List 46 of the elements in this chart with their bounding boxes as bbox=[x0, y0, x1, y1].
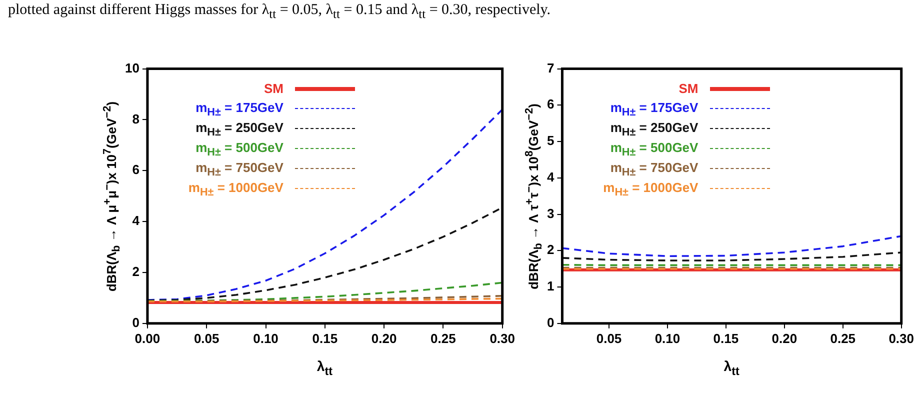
x-tick-label: 0.00 bbox=[134, 330, 160, 346]
x-tick-label: 0.10 bbox=[253, 330, 278, 346]
x-tick-label: 0.05 bbox=[194, 330, 220, 346]
text: plotted against different Higgs masses for λ$_{tt}$ = 0.05, λ$_{tt}$ = 0.15 and λ$_{tt}$ = 0.30, respectively. bbox=[8, 2, 551, 21]
y-tick-label: 4 bbox=[132, 213, 140, 228]
x-tick-label: 0.30 bbox=[490, 330, 516, 346]
y-tick-label: 1 bbox=[546, 278, 554, 294]
y-tick-label: 10 bbox=[124, 60, 140, 76]
legend-label: m$_{H±}$ = 250GeV bbox=[194, 120, 284, 138]
y-tick-label: 0 bbox=[132, 314, 140, 330]
y-tick-label: 2 bbox=[546, 242, 554, 258]
legend-label: SM bbox=[262, 81, 284, 96]
x-tick-label: 0.20 bbox=[772, 330, 798, 346]
y-tick-label: 4 bbox=[546, 169, 555, 184]
line-series bbox=[562, 252, 902, 262]
line-series bbox=[147, 206, 502, 302]
x-axis-title: λ$_{tt}$ bbox=[316, 358, 332, 378]
legend-label: m$_{H±}$ = 500GeV bbox=[194, 140, 284, 158]
legend-label: m$_{H±}$ = 1000GeV bbox=[602, 180, 700, 198]
legend-label: m$_{H±}$ = 750GeV bbox=[609, 160, 700, 178]
y-tick-label: 8 bbox=[132, 111, 140, 126]
legend-label: m$_{H±}$ = 250GeV bbox=[609, 120, 700, 138]
x-tick-label: 0.30 bbox=[888, 330, 914, 346]
legend-label: m$_{H±}$ = 500GeV bbox=[609, 140, 700, 158]
x-tick-label: 0.15 bbox=[713, 330, 739, 346]
y-tick-label: 5 bbox=[546, 133, 554, 148]
legend-label: m$_{H±}$ = 1000GeV bbox=[187, 180, 284, 198]
y-tick-label: 0 bbox=[546, 314, 554, 330]
y-tick-label: 2 bbox=[132, 264, 140, 280]
x-tick-label: 0.25 bbox=[830, 330, 856, 346]
x-axis-title: λ$_{tt}$ bbox=[724, 358, 740, 378]
y-tick-label: 7 bbox=[546, 60, 554, 76]
line-series bbox=[562, 235, 902, 258]
line-series bbox=[147, 282, 502, 302]
legend-label: m$_{H±}$ = 175GeV bbox=[609, 100, 700, 118]
legend-label: m$_{H±}$ = 175GeV bbox=[194, 100, 284, 118]
x-tick-label: 0.25 bbox=[430, 330, 456, 346]
x-tick-label: 0.05 bbox=[596, 330, 622, 346]
y-tick-label: 3 bbox=[546, 206, 554, 221]
legend-label: m$_{H±}$ = 750GeV bbox=[194, 160, 284, 178]
y-tick-label: 6 bbox=[132, 162, 140, 178]
y-tick-label: 6 bbox=[546, 96, 554, 112]
x-tick-label: 0.20 bbox=[371, 330, 397, 346]
legend-label: SM bbox=[678, 81, 700, 96]
x-tick-label: 0.15 bbox=[312, 330, 338, 346]
x-tick-label: 0.10 bbox=[654, 330, 680, 346]
